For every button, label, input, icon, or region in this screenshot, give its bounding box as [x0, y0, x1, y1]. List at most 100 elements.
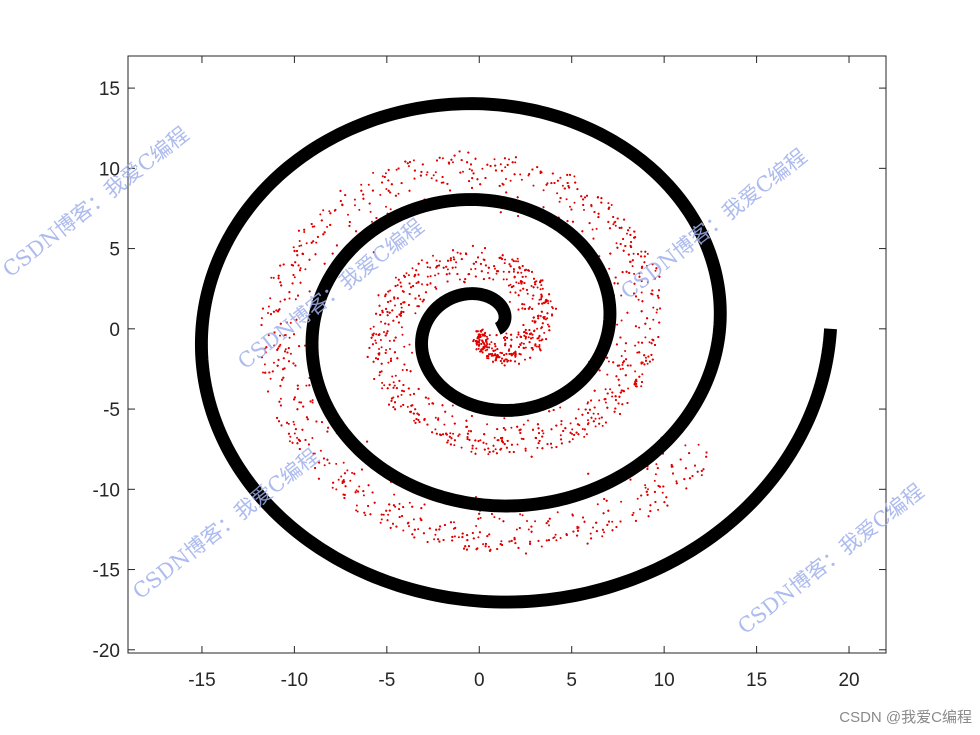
scatter-point [510, 333, 513, 336]
scatter-point [328, 462, 331, 465]
credit-text: CSDN @我爱C编程 [839, 709, 972, 726]
scatter-point [312, 240, 315, 243]
scatter-point [509, 359, 512, 362]
scatter-point [666, 504, 669, 507]
scatter-point [308, 258, 311, 261]
scatter-point [339, 200, 342, 202]
scatter-point [619, 368, 622, 371]
scatter-point [539, 349, 542, 352]
scatter-point [616, 217, 619, 220]
scatter-point [445, 265, 448, 268]
scatter-point [470, 450, 473, 453]
scatter-point [597, 216, 600, 219]
scatter-point [299, 267, 302, 270]
scatter-point [452, 161, 454, 164]
scatter-point [521, 307, 524, 310]
scatter-point [517, 546, 520, 549]
scatter-point [612, 361, 615, 364]
scatter-point [530, 337, 532, 340]
scatter-point [538, 439, 541, 442]
scatter-point [273, 344, 276, 347]
scatter-point [475, 342, 478, 345]
scatter-point [503, 417, 506, 420]
scatter-point [497, 270, 500, 273]
x-tick-label: -5 [378, 670, 395, 691]
scatter-point [320, 219, 323, 222]
scatter-point [517, 333, 520, 336]
scatter-point [632, 252, 635, 255]
scatter-point [538, 344, 541, 346]
scatter-point [397, 278, 400, 281]
scatter-point [479, 516, 482, 519]
scatter-point [283, 367, 286, 370]
scatter-point [503, 364, 506, 367]
scatter-point [480, 270, 483, 273]
scatter-point [371, 334, 374, 337]
scatter-point [458, 433, 461, 436]
scatter-point [426, 261, 429, 264]
scatter-point [420, 507, 423, 510]
scatter-point [592, 420, 595, 423]
scatter-point [577, 529, 579, 532]
scatter-point [484, 247, 486, 250]
scatter-point [644, 356, 647, 359]
scatter-point [552, 409, 555, 411]
scatter-point [531, 297, 534, 300]
scatter-point [514, 291, 517, 294]
scatter-point [392, 386, 395, 389]
scatter-point [343, 497, 346, 499]
scatter-point [389, 289, 392, 292]
scatter-point [399, 314, 402, 317]
scatter-point [583, 435, 586, 438]
scatter-point [369, 210, 372, 213]
scatter-point [620, 294, 623, 297]
scatter-point [314, 253, 317, 256]
scatter-point [619, 520, 622, 523]
scatter-point [272, 361, 275, 364]
scatter-point [299, 269, 301, 272]
scatter-point [607, 509, 610, 512]
x-tick-label: 10 [654, 670, 675, 691]
scatter-point [684, 467, 687, 470]
scatter-point [522, 342, 525, 345]
scatter-point [545, 522, 548, 525]
scatter-point [362, 197, 365, 200]
scatter-point [550, 446, 553, 449]
scatter-point [584, 196, 586, 199]
scatter-point [262, 307, 264, 310]
scatter-point [540, 310, 543, 313]
scatter-point [498, 356, 500, 359]
scatter-point [380, 370, 383, 373]
scatter-point [604, 421, 607, 424]
scatter-point [519, 343, 522, 346]
scatter-point [646, 252, 649, 255]
scatter-point [541, 435, 544, 438]
scatter-point [353, 198, 356, 201]
scatter-point [292, 246, 295, 249]
scatter-point [269, 377, 272, 380]
scatter-point [488, 334, 491, 337]
scatter-point [398, 502, 401, 505]
scatter-point [614, 276, 617, 279]
scatter-point [462, 170, 464, 173]
scatter-point [262, 371, 264, 374]
scatter-point [304, 344, 306, 347]
scatter-point [272, 276, 275, 279]
scatter-point [518, 527, 521, 529]
scatter-point [447, 259, 449, 262]
scatter-point [517, 260, 520, 263]
scatter-point [476, 547, 479, 550]
scatter-point [516, 196, 519, 199]
scatter-point [517, 308, 520, 311]
scatter-point [263, 347, 266, 350]
scatter-point [414, 297, 417, 300]
scatter-point [406, 162, 409, 165]
scatter-point [509, 179, 512, 182]
scatter-point [629, 478, 632, 481]
scatter-point [590, 399, 593, 402]
scatter-point [502, 278, 505, 281]
scatter-point [537, 302, 540, 305]
scatter-point [387, 189, 390, 192]
scatter-point [297, 229, 300, 232]
